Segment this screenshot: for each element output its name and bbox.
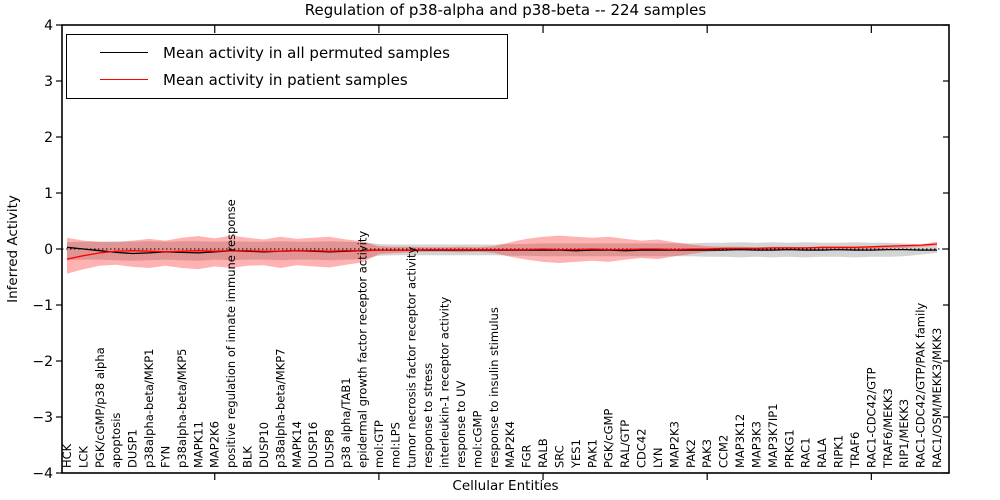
x-category-label: mol:LPS <box>388 422 402 468</box>
y-tick-label: 0 <box>44 242 53 258</box>
y-tick-label: 4 <box>44 18 53 34</box>
x-category-label: positive regulation of innate immune res… <box>224 199 238 468</box>
x-category-label: epidermal growth factor receptor activit… <box>355 231 369 468</box>
x-category-label: MAP2K4 <box>503 421 517 468</box>
x-category-label: p38 alpha/TAB1 <box>339 377 353 468</box>
x-category-label: LCK <box>76 446 90 468</box>
patient-mean-line <box>66 243 938 260</box>
x-category-label: PRKG1 <box>782 429 796 468</box>
x-category-label: RAC1-CDC42/GTP <box>864 367 878 468</box>
x-category-label: RAL/GTP <box>618 420 632 468</box>
x-category-label: FGR <box>520 444 534 468</box>
y-tick-label: −1 <box>32 298 53 314</box>
x-category-label: TRAF6 <box>848 432 862 469</box>
x-category-label: RIPK1 <box>832 435 846 468</box>
x-category-label: RAC1 <box>799 437 813 468</box>
x-category-label: PGK/cGMP <box>602 409 616 468</box>
permuted-band <box>67 241 937 261</box>
x-category-label: RAC1/OSM/MEKK3/MKK3 <box>930 328 944 468</box>
x-category-label: DUSP1 <box>126 429 140 468</box>
x-category-label: MAP2K6 <box>208 421 222 468</box>
chart-title: Regulation of p38-alpha and p38-beta -- … <box>304 1 707 19</box>
y-tick-label: −4 <box>32 466 53 482</box>
x-category-label: MAPK11 <box>191 421 205 468</box>
x-category-label: RALA <box>815 438 829 468</box>
x-category-label: CCM2 <box>717 435 731 468</box>
x-category-label: RIP1/MEKK3 <box>897 399 911 468</box>
x-category-label: LYN <box>651 447 665 468</box>
x-category-label: TRAF6/MEKK3 <box>881 388 895 469</box>
y-tick-label: 1 <box>44 186 53 202</box>
x-category-label: RALB <box>536 438 550 468</box>
x-category-label: DUSP10 <box>257 422 271 468</box>
x-category-label: HCK <box>60 443 74 468</box>
patient-band <box>67 235 937 274</box>
x-category-label: interleukin-1 receptor activity <box>438 297 452 468</box>
x-category-label: response to stress <box>421 363 435 468</box>
legend-box: Mean activity in all permuted samples Me… <box>66 34 508 99</box>
x-category-label: mol:GTP <box>372 420 386 468</box>
x-category-label: MAP3K3 <box>749 421 763 468</box>
x-category-label: MAP2K3 <box>667 421 681 468</box>
x-category-label: CDC42 <box>635 428 649 468</box>
y-tick-label: 3 <box>44 74 53 90</box>
x-category-label: MAPK14 <box>290 421 304 468</box>
legend-label: Mean activity in all permuted samples <box>163 43 450 62</box>
x-axis-title: Cellular Entities <box>452 478 559 494</box>
x-category-label: SRC <box>552 445 566 468</box>
x-category-label: apoptosis <box>109 413 123 468</box>
x-category-label: MAP3K7IP1 <box>766 403 780 468</box>
y-tick-label: −2 <box>32 354 53 370</box>
x-category-label: DUSP8 <box>323 429 337 468</box>
legend-entry-permuted: Mean activity in all permuted samples <box>67 39 507 66</box>
x-category-label: response to UV <box>454 380 468 468</box>
x-category-label: PAK1 <box>585 439 599 468</box>
x-category-label: response to insulin stimulus <box>487 307 501 468</box>
x-category-label: FYN <box>158 446 172 468</box>
x-category-label: DUSP16 <box>306 422 320 468</box>
x-category-label: p38alpha-beta/MKP5 <box>175 349 189 468</box>
patient-line-swatch <box>100 79 148 80</box>
permuted-line-swatch <box>100 52 148 53</box>
legend-label: Mean activity in patient samples <box>163 70 408 89</box>
y-tick-label: 2 <box>44 130 53 146</box>
x-category-label: PAK3 <box>700 439 714 468</box>
x-category-label: PGK/cGMP/p38 alpha <box>93 347 107 468</box>
x-category-label: YES1 <box>569 439 583 469</box>
x-category-label: tumor necrosis factor receptor activity <box>405 246 419 468</box>
legend-entry-patient: Mean activity in patient samples <box>67 66 507 93</box>
x-category-label: PAK2 <box>684 439 698 468</box>
x-category-label: p38alpha-beta/MKP1 <box>142 349 156 468</box>
x-category-label: BLK <box>241 446 255 468</box>
x-category-label: RAC1-CDC42/GTP/PAK family <box>914 303 928 468</box>
y-axis-title: Inferred Activity <box>5 195 22 303</box>
y-tick-label: −3 <box>32 410 53 426</box>
x-category-label: p38alpha-beta/MKP7 <box>273 349 287 468</box>
x-category-label: MAP3K12 <box>733 414 747 468</box>
x-category-label: mol:cGMP <box>470 411 484 468</box>
